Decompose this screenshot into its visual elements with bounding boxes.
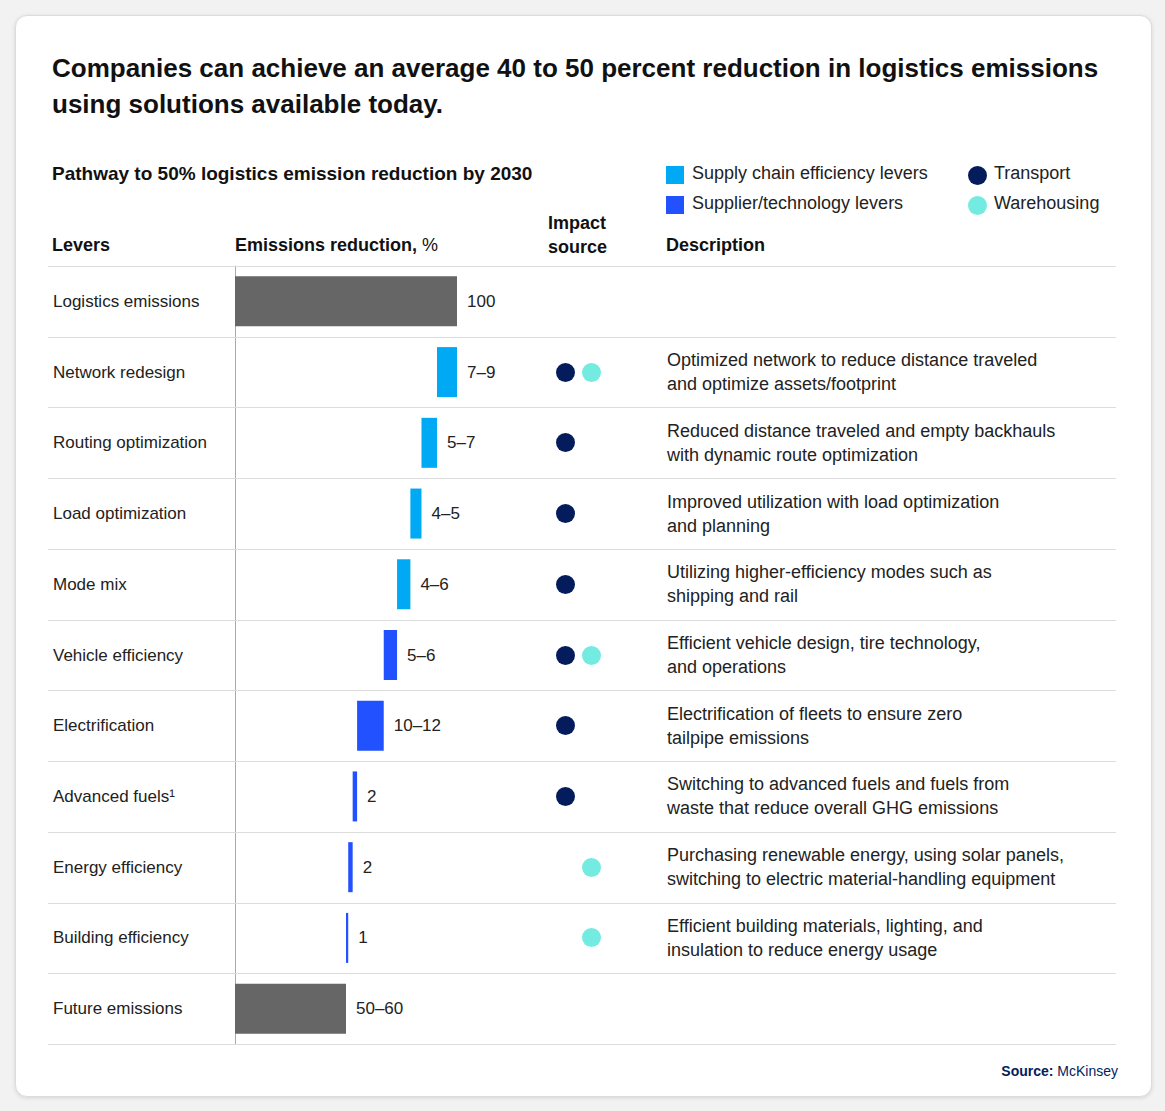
- html-text:shipping and rail: shipping and rail: [667, 586, 799, 607]
- html-text:Source: McKinsey: Source: McKinsey: [1001, 1063, 1118, 1079]
- svg-text:7–9: 7–9: [467, 363, 495, 382]
- html-text:Utilizing higher-efficiency mo: Utilizing higher-efficiency modes such a…: [667, 562, 992, 583]
- html-text:and optimize assets/footprint: and optimize assets/footprint: [667, 374, 897, 395]
- html-text:Pathway to 50% logistics emiss: Pathway to 50% logistics emission reduct…: [52, 163, 533, 184]
- html-text:switching to electric material: switching to electric material-handling …: [667, 869, 1056, 890]
- html-text:Electrification of fleets to e: Electrification of fleets to ensure zero: [667, 703, 963, 724]
- svg-text:2: 2: [367, 787, 376, 806]
- svg-text:Electrification: Electrification: [53, 716, 154, 735]
- html-text:Levers: Levers: [52, 235, 110, 255]
- html-text:Supplier/technology levers: Supplier/technology levers: [692, 193, 904, 213]
- html-text:Reduced distance traveled and: Reduced distance traveled and empty back…: [667, 420, 1056, 441]
- html-text:Improved utilization with load: Improved utilization with load optimizat…: [667, 491, 1000, 512]
- svg-text:Network redesign: Network redesign: [53, 363, 185, 382]
- svg-text:Advanced fuels¹: Advanced fuels¹: [53, 787, 175, 806]
- svg-text:Load optimization: Load optimization: [53, 504, 186, 523]
- svg-text:Building efficiency: Building efficiency: [53, 928, 189, 947]
- html-text:insulation to reduce energy us: insulation to reduce energy usage: [667, 939, 938, 960]
- html-text:and planning: and planning: [667, 515, 771, 536]
- html-text:Optimized network to reduce di: Optimized network to reduce distance tra…: [667, 350, 1038, 371]
- svg-text:1: 1: [358, 928, 367, 947]
- svg-text:Vehicle efficiency: Vehicle efficiency: [53, 646, 184, 665]
- svg-text:50–60: 50–60: [356, 999, 403, 1018]
- html-text:tailpipe emissions: tailpipe emissions: [667, 727, 810, 748]
- svg-text:4–6: 4–6: [420, 575, 448, 594]
- html-text:with dynamic route optimizatio: with dynamic route optimization: [667, 444, 919, 465]
- svg-text:10–12: 10–12: [394, 716, 441, 735]
- html-text:Efficient building materials,: Efficient building materials, lighting, …: [667, 915, 983, 936]
- svg-text:2: 2: [363, 858, 372, 877]
- svg-text:Energy efficiency: Energy efficiency: [53, 858, 183, 877]
- svg-text:5–7: 5–7: [447, 433, 475, 452]
- html-text:and operations: and operations: [667, 657, 787, 677]
- html-text:Supply chain efficiency levers: Supply chain efficiency levers: [692, 163, 928, 183]
- html-text:Description: Description: [666, 235, 765, 255]
- html-text:Warehousing: Warehousing: [994, 193, 1100, 213]
- svg-text:100: 100: [467, 292, 495, 311]
- html-text:waste that reduce overall GHG: waste that reduce overall GHG emissions: [667, 798, 999, 819]
- svg-text:4–5: 4–5: [431, 504, 459, 523]
- html-text:Switching to advanced fuels an: Switching to advanced fuels and fuels fr…: [667, 774, 1010, 795]
- svg-text:Future emissions: Future emissions: [53, 999, 182, 1018]
- svg-text:Routing optimization: Routing optimization: [53, 433, 207, 452]
- svg-text:Logistics emissions: Logistics emissions: [53, 292, 199, 311]
- html-text:Emissions reduction,%: Emissions reduction,%: [235, 235, 439, 255]
- html-text:Transport: Transport: [994, 163, 1071, 183]
- html-text:Purchasing renewable energy, u: Purchasing renewable energy, using solar…: [667, 845, 1064, 866]
- html-text:Efficient vehicle design, tire: Efficient vehicle design, tire technolog…: [667, 633, 981, 653]
- html-text:Impact source: Impact source: [548, 213, 607, 257]
- html-text:Companies can achieve an avera: Companies can achieve an average 40 to 5…: [52, 53, 1099, 119]
- svg-text:5–6: 5–6: [407, 646, 435, 665]
- svg-text:Mode mix: Mode mix: [53, 575, 127, 594]
